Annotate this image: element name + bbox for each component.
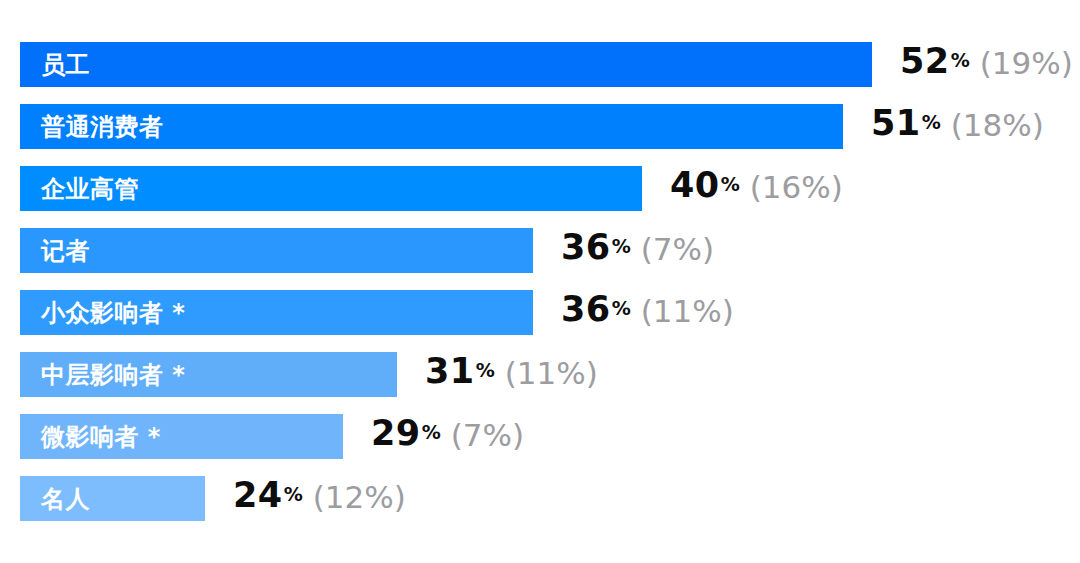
percent-sign: % — [612, 235, 631, 257]
bar-category-label: 企业高管 — [20, 173, 139, 205]
bar-value-label: 51% (18%) — [871, 100, 1044, 152]
bar: 普通消费者 — [20, 104, 843, 149]
secondary-value: (16%) — [750, 169, 843, 205]
value-number: 29 — [371, 414, 421, 454]
bar-category-label: 小众影响者 * — [20, 297, 185, 329]
bar-category-label: 名人 — [20, 483, 90, 515]
value-number: 36 — [561, 290, 611, 330]
bar-value-label: 31% (11%) — [425, 348, 598, 400]
value-number: 52 — [900, 42, 950, 82]
secondary-value: (11%) — [505, 355, 598, 391]
bar-value-label: 36% (11%) — [561, 286, 734, 338]
percent-sign: % — [721, 173, 740, 195]
bar-chart: 员工 52% (19%) 普通消费者 51% (18%) 企业高管 40% (16%) 记者 36%… — [0, 0, 1080, 521]
percent-sign: % — [612, 297, 631, 319]
bar: 名人 — [20, 476, 205, 521]
bar-row: 普通消费者 51% (18%) — [20, 104, 1080, 149]
bar-row: 企业高管 40% (16%) — [20, 166, 1080, 211]
bar-row: 中层影响者 * 31% (11%) — [20, 352, 1080, 397]
percent-sign: % — [951, 49, 970, 71]
percent-sign: % — [284, 483, 303, 505]
bar-value-label: 40% (16%) — [670, 162, 843, 214]
secondary-value: (7%) — [641, 231, 714, 267]
bar: 记者 — [20, 228, 533, 273]
bar-category-label: 中层影响者 * — [20, 359, 185, 391]
secondary-value: (19%) — [980, 45, 1073, 81]
bar-category-label: 普通消费者 — [20, 111, 164, 143]
bar-row: 员工 52% (19%) — [20, 42, 1080, 87]
bar: 企业高管 — [20, 166, 642, 211]
bar: 小众影响者 * — [20, 290, 533, 335]
percent-sign: % — [922, 111, 941, 133]
bar-row: 记者 36% (7%) — [20, 228, 1080, 273]
value-number: 36 — [561, 228, 611, 268]
bar-value-label: 29% (7%) — [371, 410, 524, 462]
bar-category-label: 员工 — [20, 49, 90, 81]
value-number: 51 — [871, 104, 921, 144]
bar-value-label: 52% (19%) — [900, 38, 1073, 90]
bar: 中层影响者 * — [20, 352, 397, 397]
bar-value-label: 24% (12%) — [233, 472, 406, 524]
value-number: 24 — [233, 476, 283, 516]
secondary-value: (11%) — [641, 293, 734, 329]
secondary-value: (18%) — [951, 107, 1044, 143]
percent-sign: % — [476, 359, 495, 381]
bar: 微影响者 * — [20, 414, 343, 459]
bar-category-label: 微影响者 * — [20, 421, 161, 453]
value-number: 31 — [425, 352, 475, 392]
bar-row: 小众影响者 * 36% (11%) — [20, 290, 1080, 335]
bar-category-label: 记者 — [20, 235, 90, 267]
bar-value-label: 36% (7%) — [561, 224, 714, 276]
bar: 员工 — [20, 42, 872, 87]
secondary-value: (12%) — [313, 479, 406, 515]
secondary-value: (7%) — [451, 417, 524, 453]
bar-row: 名人 24% (12%) — [20, 476, 1080, 521]
value-number: 40 — [670, 166, 720, 206]
percent-sign: % — [422, 421, 441, 443]
bar-row: 微影响者 * 29% (7%) — [20, 414, 1080, 459]
